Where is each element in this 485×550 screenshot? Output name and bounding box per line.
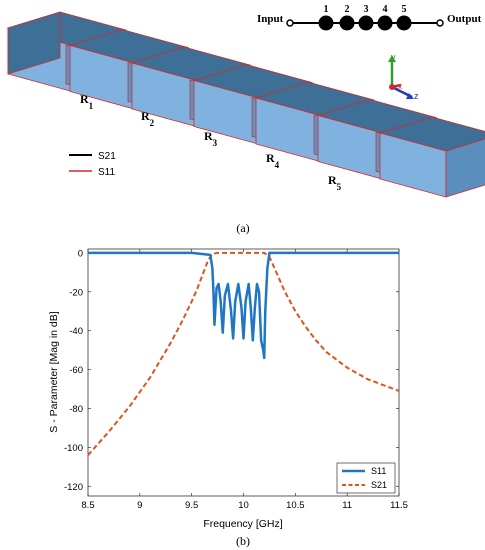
x-axis-ticks: 8.5 9 9.5 10 10.5 11 11.5 xyxy=(81,249,408,511)
caption-a: (a) xyxy=(236,221,249,235)
caption-b: (b) xyxy=(236,534,250,548)
resonator-node-2 xyxy=(339,15,355,31)
legend-label-s21: S21 xyxy=(98,151,116,162)
resonator-label-5: R5 xyxy=(328,173,342,192)
legend-label-s21-chart: S21 xyxy=(371,480,387,490)
x-tick-label: 10 xyxy=(238,500,249,511)
x-axis-label: Frequency [GHz] xyxy=(203,518,282,530)
resonator-node-5 xyxy=(396,15,412,31)
triad-z-label: z xyxy=(414,91,419,101)
chart-legend: S11 S21 xyxy=(336,462,396,494)
legend-label-s11: S11 xyxy=(98,167,115,178)
legend-box xyxy=(336,462,396,494)
y-tick-label: 0 xyxy=(78,248,83,259)
triad-y-label: y xyxy=(391,52,396,62)
resonator-label-2: R2 xyxy=(141,109,155,128)
resonator-label-3: R3 xyxy=(204,129,218,148)
output-label: Output xyxy=(447,13,482,25)
axes-triad-icon: y z x xyxy=(388,52,419,101)
y-tick-label: -80 xyxy=(69,404,83,415)
series-line-s21 xyxy=(87,251,400,456)
plot-area xyxy=(87,248,400,497)
triad-x-label: x xyxy=(398,82,402,91)
resonator-label-1: R1 xyxy=(80,92,94,111)
resonator-number-2: 2 xyxy=(345,4,350,15)
y-tick-label: -120 xyxy=(64,482,83,493)
resonator-node-1 xyxy=(318,15,334,31)
output-port-icon xyxy=(436,19,444,27)
input-label: Input xyxy=(257,13,284,25)
x-tick-label: 11 xyxy=(342,500,352,511)
y-tick-label: -60 xyxy=(69,365,83,376)
resonator-node-4 xyxy=(377,15,393,31)
waveguide-filter-panel: R1 R2 R3 R4 R5 S21 S11 Input 1 2 3 4 5 xyxy=(6,4,485,235)
filter-schematic: Input 1 2 3 4 5 Output xyxy=(257,4,482,31)
resonator-node-3 xyxy=(358,15,374,31)
y-tick-label: -20 xyxy=(69,287,83,298)
y-tick-label: -100 xyxy=(64,443,83,454)
s-parameter-chart: 8.5 9 9.5 10 10.5 11 11.5 0 -20 -40 -60 -80 -100 -12… xyxy=(48,248,408,548)
waveguide-model xyxy=(6,11,485,198)
y-axis-ticks: 0 -20 -40 -60 -80 -100 -120 xyxy=(64,248,399,493)
y-tick-label: -40 xyxy=(69,326,83,337)
x-tick-label: 10.5 xyxy=(286,500,305,511)
input-port-icon xyxy=(286,19,294,27)
series-layer xyxy=(87,251,400,456)
y-axis-label: S - Parameter [Mag in dB] xyxy=(48,311,60,432)
resonator-label-4: R4 xyxy=(266,151,280,170)
resonator-number-4: 4 xyxy=(383,4,388,15)
panel-a-legend: S21 S11 xyxy=(69,151,116,178)
x-tick-label: 9 xyxy=(137,500,142,511)
legend-label-s11-chart: S11 xyxy=(371,466,386,476)
x-tick-label: 9.5 xyxy=(185,500,198,511)
resonator-number-3: 3 xyxy=(364,4,369,15)
waveguide-section xyxy=(378,116,485,198)
x-tick-label: 8.5 xyxy=(81,500,94,511)
series-line-s11 xyxy=(88,251,399,360)
resonator-number-1: 1 xyxy=(324,4,329,15)
resonator-number-5: 5 xyxy=(402,4,407,15)
x-tick-label: 11.5 xyxy=(390,500,408,511)
